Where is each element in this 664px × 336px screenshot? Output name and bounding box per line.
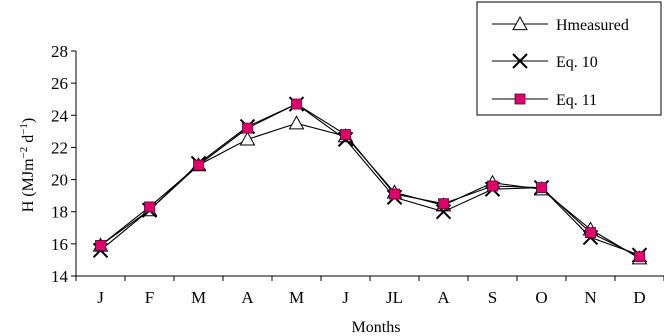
- series-point: [438, 198, 449, 210]
- y-tick-label: 18: [51, 203, 68, 222]
- series-point: [288, 115, 305, 130]
- y-tick-label: 28: [51, 42, 68, 61]
- series-point: [536, 182, 547, 194]
- x-tick-label: F: [145, 288, 154, 307]
- series-line: [100, 103, 640, 256]
- x-tick-label: D: [633, 288, 645, 307]
- series-point: [634, 251, 645, 263]
- x-tick-label: S: [488, 288, 497, 307]
- x-tick-label: J: [342, 288, 349, 307]
- x-tick-label: O: [535, 288, 547, 307]
- series-point: [389, 188, 400, 200]
- x-tick-label: JL: [386, 288, 403, 307]
- x-tick-label: A: [437, 288, 450, 307]
- x-tick-label: M: [191, 288, 206, 307]
- x-tick-label: N: [584, 288, 596, 307]
- y-axis-title: H (MJm−2 d−1): [18, 118, 37, 213]
- series-point: [193, 159, 204, 171]
- y-tick-label: 16: [51, 235, 68, 254]
- y-axis-ticks: 14 16 18 20 22 24 26 28: [51, 42, 76, 286]
- y-tick-label: 14: [51, 267, 69, 286]
- series-line: [100, 122, 640, 259]
- x-tick-label: J: [97, 288, 104, 307]
- series-3: [95, 98, 645, 263]
- legend-box: [476, 1, 662, 116]
- x-tick-label: A: [241, 288, 254, 307]
- series-point: [585, 227, 596, 239]
- y-tick-label: 20: [51, 171, 68, 190]
- y-tick-label: 24: [51, 106, 69, 125]
- series-point: [95, 240, 106, 251]
- series-point: [291, 98, 302, 110]
- series-1: [92, 115, 648, 265]
- y-tick-label: 26: [51, 74, 68, 93]
- series-2: [92, 96, 648, 263]
- legend-marker: [514, 93, 526, 105]
- legend-label: Eq. 11: [556, 92, 597, 109]
- series-layer: [92, 96, 648, 265]
- legend-marker: [512, 15, 528, 31]
- series-point: [242, 122, 253, 134]
- y-tick-label: 22: [51, 138, 68, 157]
- series-point: [487, 180, 498, 192]
- series-point: [239, 131, 256, 146]
- legend-label: Hmeasured: [556, 17, 629, 34]
- legend-marker: [512, 53, 528, 69]
- x-axis-ticks: J F M A M J JL A S O N D: [75, 276, 664, 307]
- x-tick-label: M: [289, 288, 304, 307]
- legend: Hmeasured Eq. 10 Eq. 11: [476, 1, 662, 116]
- series-point: [340, 129, 351, 140]
- series-point: [144, 201, 155, 213]
- legend-label: Eq. 10: [556, 54, 598, 71]
- series-line: [100, 103, 640, 258]
- x-axis-title: Months: [352, 319, 401, 336]
